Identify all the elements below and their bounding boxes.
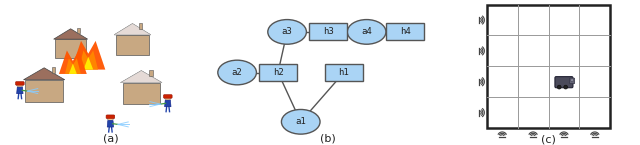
- Circle shape: [17, 83, 23, 87]
- Circle shape: [557, 85, 561, 89]
- Polygon shape: [59, 50, 87, 74]
- Circle shape: [218, 60, 257, 85]
- FancyBboxPatch shape: [149, 70, 152, 76]
- Text: (a): (a): [102, 134, 118, 144]
- FancyBboxPatch shape: [487, 5, 610, 128]
- Polygon shape: [164, 100, 171, 107]
- Polygon shape: [115, 24, 150, 35]
- Text: h2: h2: [273, 68, 284, 77]
- Polygon shape: [55, 39, 86, 58]
- Circle shape: [107, 116, 114, 120]
- Text: a2: a2: [232, 68, 243, 77]
- FancyBboxPatch shape: [555, 77, 573, 88]
- Polygon shape: [71, 41, 106, 70]
- Circle shape: [571, 79, 573, 82]
- Polygon shape: [115, 24, 150, 35]
- FancyBboxPatch shape: [309, 23, 347, 40]
- Circle shape: [564, 85, 568, 89]
- Circle shape: [348, 20, 386, 44]
- Text: (c): (c): [541, 134, 556, 144]
- Circle shape: [282, 109, 320, 134]
- FancyBboxPatch shape: [325, 64, 363, 81]
- Polygon shape: [54, 29, 88, 39]
- Polygon shape: [26, 80, 63, 101]
- FancyBboxPatch shape: [52, 67, 56, 73]
- Polygon shape: [24, 68, 65, 80]
- Text: h3: h3: [323, 27, 333, 36]
- FancyBboxPatch shape: [259, 64, 297, 81]
- Text: a1: a1: [296, 117, 306, 126]
- Polygon shape: [122, 83, 160, 104]
- Polygon shape: [121, 71, 162, 83]
- FancyBboxPatch shape: [15, 82, 24, 85]
- FancyBboxPatch shape: [106, 115, 115, 118]
- Text: h4: h4: [400, 27, 411, 36]
- Polygon shape: [116, 35, 149, 55]
- FancyBboxPatch shape: [139, 23, 143, 29]
- Text: a3: a3: [282, 27, 292, 36]
- Text: (b): (b): [320, 134, 336, 144]
- FancyBboxPatch shape: [163, 95, 172, 98]
- Text: h1: h1: [339, 68, 349, 77]
- Polygon shape: [69, 64, 77, 74]
- Polygon shape: [17, 87, 23, 94]
- Polygon shape: [121, 71, 162, 83]
- Polygon shape: [65, 58, 81, 74]
- Circle shape: [164, 96, 171, 100]
- Polygon shape: [79, 50, 98, 70]
- Text: a4: a4: [361, 27, 372, 36]
- Polygon shape: [83, 57, 93, 70]
- Circle shape: [268, 20, 307, 44]
- FancyBboxPatch shape: [77, 28, 80, 33]
- Polygon shape: [107, 120, 114, 127]
- FancyBboxPatch shape: [570, 78, 575, 84]
- FancyBboxPatch shape: [387, 23, 424, 40]
